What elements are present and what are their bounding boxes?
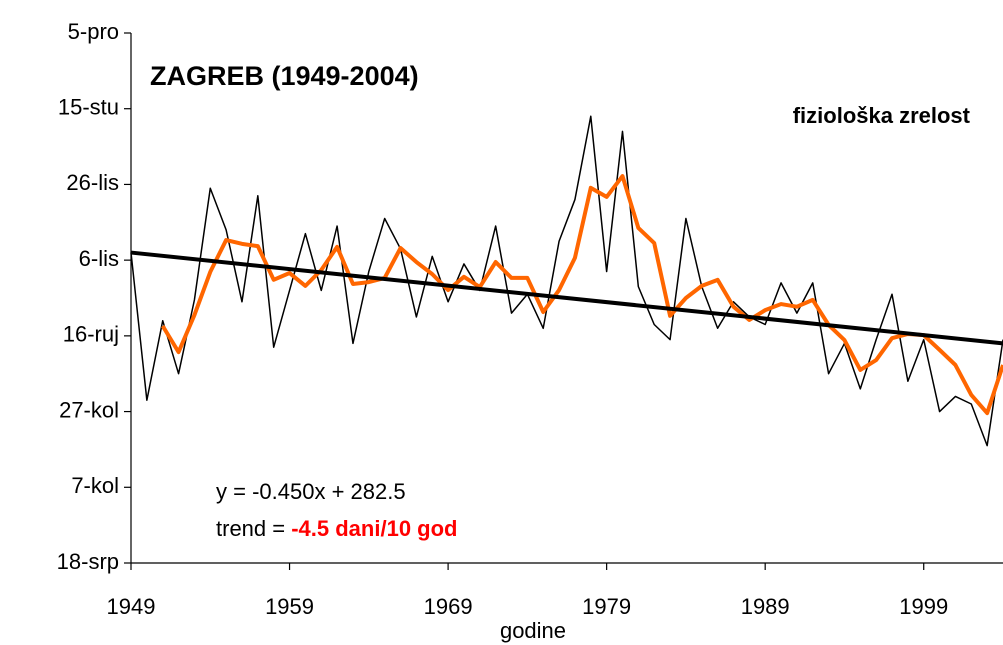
- x-tick-label: 1959: [265, 594, 314, 619]
- y-tick-label: 7-kol: [71, 473, 119, 498]
- x-tick-label: 1949: [107, 594, 156, 619]
- x-tick-label: 1979: [582, 594, 631, 619]
- trend-label: trend =: [216, 516, 291, 541]
- x-axis-label: godine: [500, 618, 566, 643]
- y-tick-label: 18-srp: [57, 549, 119, 574]
- series-line: [130, 115, 1003, 447]
- trend-annotation: trend = -4.5 dani/10 god: [216, 516, 457, 541]
- y-tick-label: 6-lis: [79, 246, 119, 271]
- y-tick-label: 16-ruj: [63, 322, 119, 347]
- y-tick-label: 27-kol: [59, 397, 119, 422]
- x-tick-label: 1989: [741, 594, 790, 619]
- x-tick-label: 1999: [899, 594, 948, 619]
- series-line: [130, 250, 1003, 346]
- trend-value: -4.5 dani/10 god: [291, 516, 457, 541]
- chart-subtitle: fiziološka zrelost: [793, 103, 971, 128]
- series-line: [160, 174, 1003, 416]
- chart-title: ZAGREB (1949-2004): [150, 61, 419, 91]
- y-tick-label: 26-lis: [66, 170, 119, 195]
- equation: y = -0.450x + 282.5: [216, 479, 406, 504]
- x-tick-label: 1969: [424, 594, 473, 619]
- y-tick-label: 15-stu: [58, 95, 119, 120]
- y-tick-label: 5-pro: [68, 19, 119, 44]
